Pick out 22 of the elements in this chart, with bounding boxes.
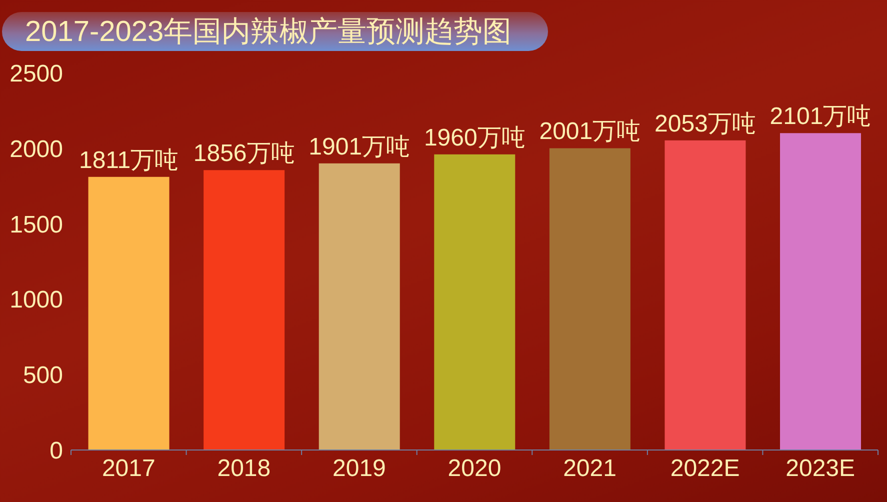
- x-tick-label: 2023E: [786, 455, 856, 482]
- x-tick-label: 2017: [102, 455, 156, 482]
- data-label: 2053万吨: [654, 110, 756, 138]
- chart-title: 2017-2023年国内辣椒产量预测趋势图: [25, 15, 512, 49]
- y-tick-label: 0: [50, 438, 63, 465]
- x-tick-label: 2019: [332, 455, 386, 482]
- data-label: 1811万吨: [78, 146, 179, 174]
- x-tick-label: 2021: [563, 455, 616, 482]
- data-label: 2001万吨: [539, 118, 641, 146]
- x-tick-label: 2018: [217, 455, 271, 482]
- data-label: 1856万吨: [193, 140, 295, 168]
- y-tick-label: 500: [22, 362, 63, 390]
- data-label: 1901万吨: [308, 133, 410, 160]
- y-tick-label: 2000: [10, 136, 63, 163]
- y-tick-label: 1500: [10, 211, 63, 238]
- y-tick-label: 1000: [10, 286, 63, 314]
- x-tick-label: 2022E: [670, 455, 740, 482]
- data-label: 2101万吨: [770, 103, 872, 130]
- data-label: 1960万吨: [424, 124, 526, 152]
- y-tick-label: 2500: [10, 60, 63, 88]
- title-banner: 2017-2023年国内辣椒产量预测趋势图: [2, 12, 548, 51]
- x-tick-label: 2020: [448, 455, 502, 482]
